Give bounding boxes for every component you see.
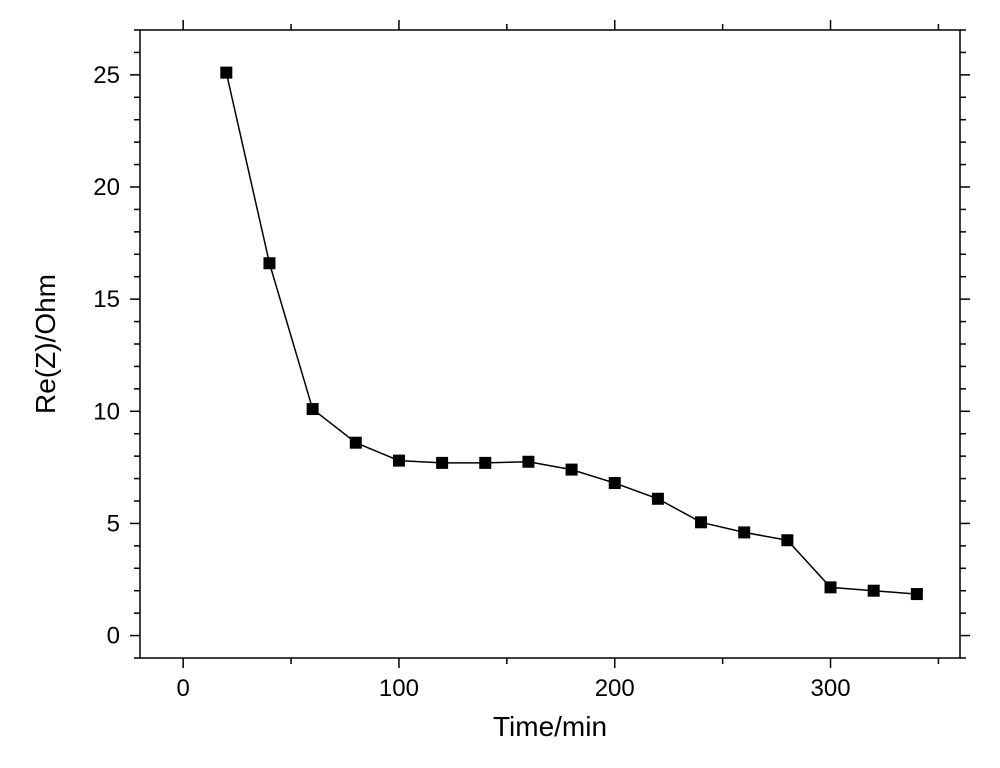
- data-point: [307, 404, 318, 415]
- x-tick-label: 0: [176, 675, 189, 702]
- y-axis-label: Re(Z)/Ohm: [30, 274, 61, 414]
- data-point: [221, 67, 232, 78]
- data-point: [825, 582, 836, 593]
- x-tick-label: 300: [811, 675, 851, 702]
- y-tick-label: 10: [93, 398, 120, 425]
- y-tick-label: 15: [93, 286, 120, 313]
- line-chart: 0 100 200 300 0 5 10 15 20 25 Time/min Re(Z)/Ohm: [0, 0, 1000, 768]
- plot-background: [0, 0, 1000, 768]
- x-tick-label: 100: [379, 675, 419, 702]
- chart-container: 0 100 200 300 0 5 10 15 20 25 Time/min Re(Z)/Ohm: [0, 0, 1000, 768]
- y-tick-label: 25: [93, 62, 120, 89]
- data-point: [437, 457, 448, 468]
- y-tick-label: 5: [107, 510, 120, 537]
- data-point: [523, 456, 534, 467]
- y-tick-label: 0: [107, 623, 120, 650]
- data-point: [652, 493, 663, 504]
- data-point: [739, 527, 750, 538]
- data-point: [868, 585, 879, 596]
- data-point: [264, 258, 275, 269]
- data-point: [393, 455, 404, 466]
- x-axis-label: Time/min: [493, 711, 607, 742]
- data-point: [350, 437, 361, 448]
- x-tick-label: 200: [595, 675, 635, 702]
- data-point: [480, 457, 491, 468]
- y-tick-label: 20: [93, 174, 120, 201]
- data-point: [911, 589, 922, 600]
- data-point: [566, 464, 577, 475]
- data-point: [782, 535, 793, 546]
- data-point: [696, 517, 707, 528]
- data-point: [609, 478, 620, 489]
